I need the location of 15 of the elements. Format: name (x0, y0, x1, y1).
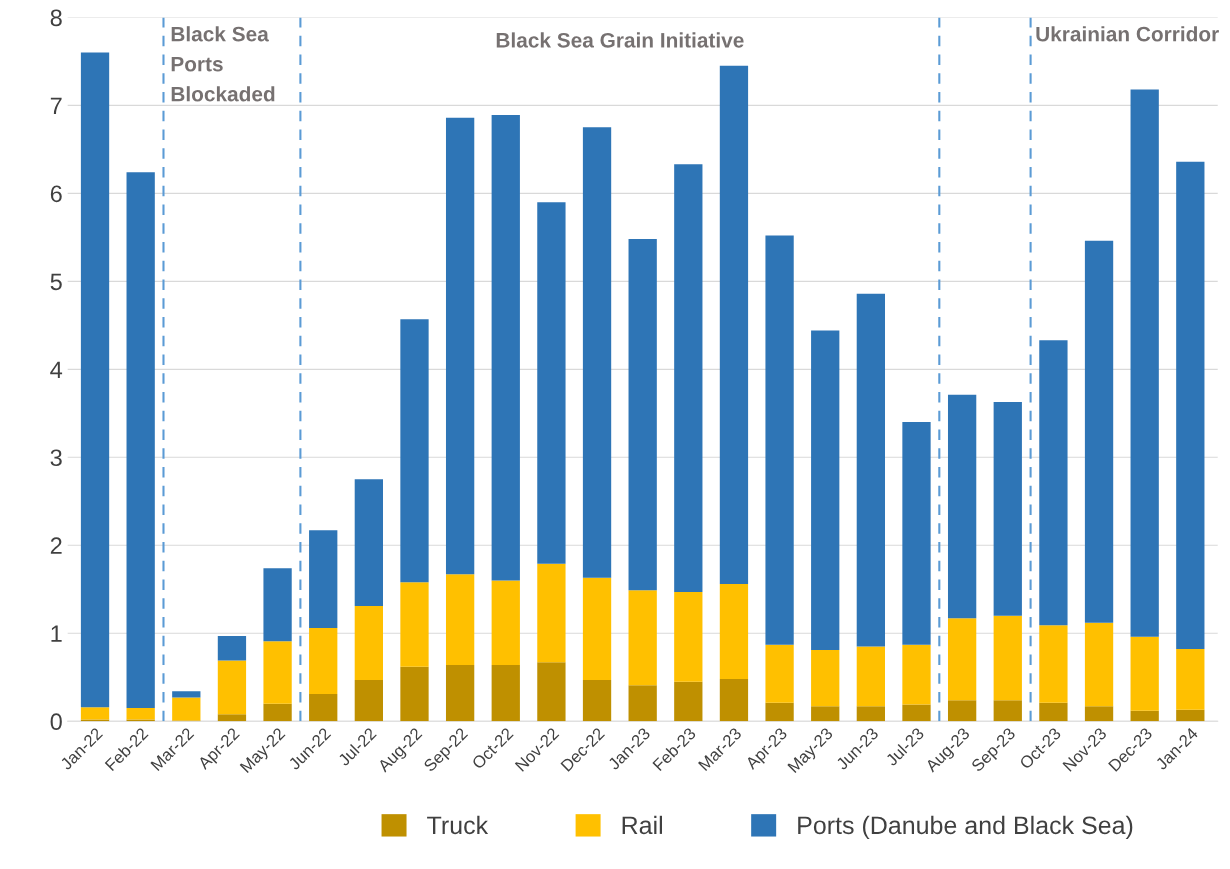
annotation: Black Sea Ports Blockaded (171, 26, 275, 102)
y-tick-label: 2 (50, 537, 62, 554)
y-tick-label: 6 (50, 185, 62, 203)
y-tick-label: 7 (50, 97, 62, 114)
y-tick-label: 3 (50, 449, 62, 467)
annotation: Ukrainian Corridor (1036, 26, 1219, 42)
y-tick-label: 0 (50, 713, 62, 731)
legend-label: Rail (622, 815, 662, 835)
y-tick-label: 8 (50, 9, 62, 27)
annotation: Black Sea Grain Initiative (496, 32, 744, 48)
y-tick-label: 1 (51, 625, 62, 642)
y-tick-label: 5 (50, 273, 62, 291)
legend-label: Truck (427, 815, 489, 835)
legend-label: Ports (Danube and Black Sea) (798, 815, 1133, 840)
y-tick-label: 4 (50, 361, 63, 378)
